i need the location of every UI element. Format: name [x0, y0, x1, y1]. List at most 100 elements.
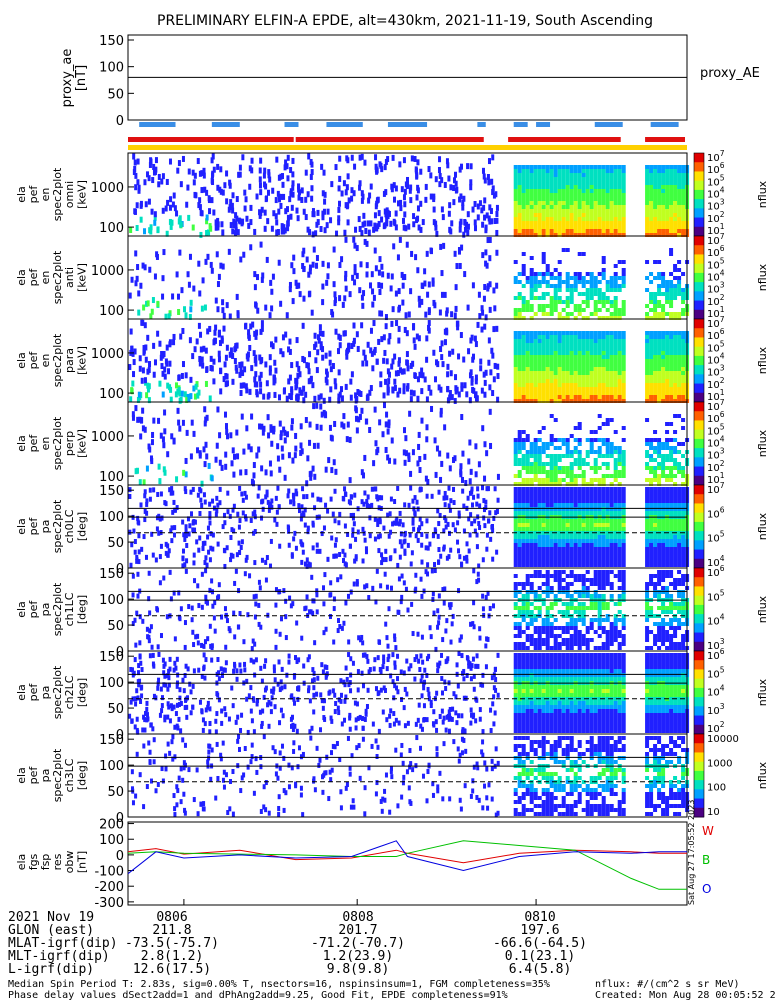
flux-cell: [311, 261, 315, 268]
flux-cell: [549, 442, 554, 446]
flux-cell: [334, 468, 338, 475]
flux-cell: [541, 233, 546, 237]
flux-cell: [561, 495, 566, 499]
flux-cell: [184, 457, 188, 464]
flux-cell: [649, 343, 654, 347]
flux-cell: [569, 292, 574, 296]
flux-cell: [379, 381, 383, 388]
flux-cell: [371, 301, 375, 308]
flux-cell: [319, 403, 323, 410]
flux-cell: [361, 360, 365, 367]
flux-cell: [245, 387, 249, 394]
flux-cell: [549, 300, 554, 304]
flux-cell: [621, 304, 626, 308]
flux-cell: [553, 539, 558, 543]
flux-cell: [665, 213, 670, 217]
flux-cell: [565, 300, 570, 304]
flux-cell: [529, 229, 534, 233]
flux-cell: [681, 308, 686, 312]
flux-cell: [597, 181, 602, 185]
flux-cell: [513, 173, 518, 177]
flux-cell: [209, 261, 213, 268]
flux-cell: [525, 511, 530, 515]
flux-cell: [597, 487, 602, 491]
flux-cell: [529, 233, 534, 237]
flux-cell: [477, 563, 481, 569]
flux-cell: [402, 368, 406, 375]
flux-cell: [557, 478, 562, 482]
flux-cell: [561, 563, 566, 567]
flux-cell: [167, 313, 171, 320]
flux-cell: [565, 355, 570, 359]
flux-cell: [593, 499, 598, 503]
flux-cell: [653, 351, 658, 355]
flux-cell: [569, 173, 574, 177]
flux-cell: [553, 193, 558, 197]
flux-cell: [673, 213, 678, 217]
flux-cell: [573, 399, 578, 403]
flux-cell: [601, 296, 606, 300]
flux-cell: [677, 351, 682, 355]
flux-cell: [533, 543, 538, 547]
flux-cell: [541, 379, 546, 383]
flux-cell: [264, 361, 268, 368]
flux-cell: [681, 426, 686, 430]
flux-cell: [553, 173, 558, 177]
flux-cell: [429, 193, 433, 200]
flux-cell: [645, 343, 650, 347]
flux-cell: [306, 529, 310, 535]
flux-cell: [585, 387, 590, 391]
flux-cell: [549, 308, 554, 312]
flux-cell: [266, 189, 270, 196]
flux-cell: [193, 346, 197, 353]
flux-cell: [677, 363, 682, 367]
flux-cell: [194, 383, 198, 390]
flux-cell: [561, 185, 566, 189]
flux-cell: [549, 535, 554, 539]
flux-cell: [669, 395, 674, 399]
flux-cell: [354, 407, 358, 414]
flux-cell: [139, 502, 143, 508]
flux-cell: [258, 209, 262, 216]
science-zone-bar: [284, 122, 299, 127]
flux-cell: [613, 205, 618, 209]
flux-cell: [661, 547, 666, 551]
flux-cell: [211, 546, 215, 552]
flux-cell: [214, 297, 218, 304]
flux-cell: [585, 331, 590, 335]
flux-cell: [165, 344, 169, 351]
flux-cell: [605, 233, 610, 237]
flux-cell: [581, 383, 586, 387]
flux-cell: [132, 371, 136, 378]
flux-cell: [589, 339, 594, 343]
flux-cell: [661, 312, 666, 316]
flux-cell: [210, 267, 214, 274]
flux-cell: [573, 371, 578, 375]
flux-cell: [449, 547, 453, 553]
flux-cell: [665, 383, 670, 387]
flux-cell: [569, 399, 574, 403]
flux-cell: [549, 363, 554, 367]
flux-cell: [617, 355, 622, 359]
flux-cell: [661, 462, 666, 466]
flux-cell: [681, 292, 686, 296]
flux-cell: [461, 200, 465, 207]
flux-cell: [443, 424, 447, 431]
flux-cell: [525, 331, 530, 335]
flux-cell: [573, 363, 578, 367]
flux-cell: [485, 532, 489, 538]
flux-cell: [425, 250, 429, 257]
flux-cell: [541, 185, 546, 189]
flux-cell: [143, 228, 147, 235]
flux-cell: [577, 387, 582, 391]
flux-cell: [593, 280, 598, 284]
flux-cell: [621, 470, 626, 474]
flux-cell: [669, 367, 674, 371]
flux-cell: [653, 470, 658, 474]
flux-cell: [645, 495, 650, 499]
flux-cell: [436, 508, 440, 514]
flux-cell: [210, 172, 214, 179]
flux-cell: [470, 379, 474, 386]
flux-cell: [585, 503, 590, 507]
flux-cell: [258, 423, 262, 430]
